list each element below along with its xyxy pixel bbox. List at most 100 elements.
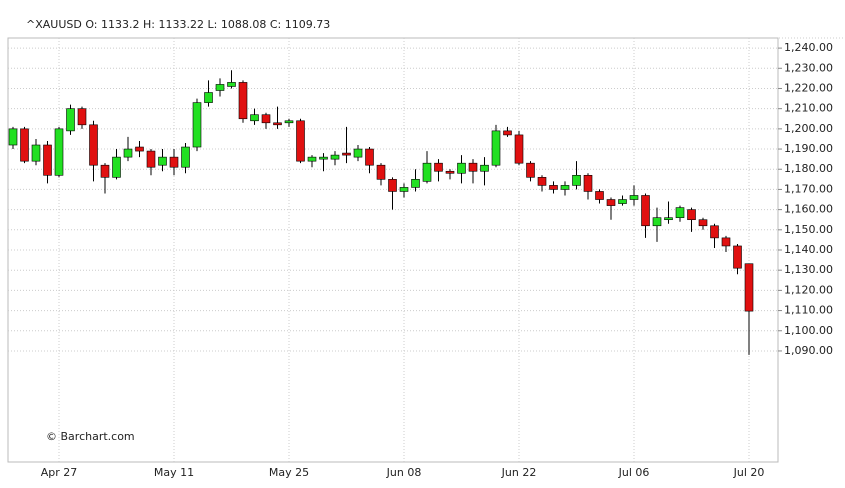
y-tick-label: 1,100.00 — [784, 324, 833, 337]
ohlc-label: H: — [143, 18, 155, 31]
y-tick-label: 1,230.00 — [784, 61, 833, 74]
candle-body — [77, 108, 87, 126]
candle-body — [595, 191, 604, 200]
x-tick-label: Apr 27 — [41, 466, 78, 479]
candle-body — [43, 144, 52, 176]
candle-body — [54, 128, 64, 176]
candle-body — [457, 162, 466, 174]
candle-body — [31, 144, 41, 162]
y-tick-label: 1,180.00 — [784, 162, 833, 175]
ohlc-value: 1133.22 — [159, 18, 205, 31]
y-tick-label: 1,210.00 — [784, 102, 833, 115]
candle-body — [307, 156, 317, 162]
candle-body — [434, 162, 443, 172]
candle-body — [135, 146, 144, 152]
candle-body — [629, 195, 639, 200]
candle-body — [537, 177, 547, 186]
candle-body — [687, 209, 696, 221]
candle-body — [146, 150, 156, 168]
header: ^XAUUSD O: 1133.2 H: 1133.22 L: 1088.08 … — [26, 18, 330, 31]
candle-body — [112, 156, 121, 178]
candle-body — [123, 148, 133, 158]
candle-body — [342, 152, 351, 156]
candle-body — [583, 174, 593, 192]
y-tick-label: 1,160.00 — [784, 203, 833, 216]
candle-body — [675, 207, 685, 218]
candle-body — [8, 128, 18, 146]
candle-body — [20, 128, 29, 162]
candle-body — [526, 162, 535, 178]
candle-body — [618, 199, 627, 204]
x-tick-label: May 11 — [154, 466, 194, 479]
candle-body — [376, 164, 386, 180]
candle-body — [353, 148, 363, 158]
candle-body — [664, 217, 673, 221]
y-tick-label: 1,200.00 — [784, 122, 833, 135]
candle-body — [468, 162, 478, 172]
candle-body — [560, 185, 570, 190]
candle-body — [514, 134, 524, 164]
y-tick-label: 1,150.00 — [784, 223, 833, 236]
candle-body — [733, 245, 742, 269]
candle-body — [330, 154, 340, 160]
candle-body — [192, 102, 202, 148]
ohlc-label: C: — [270, 18, 281, 31]
symbol: ^XAUUSD — [26, 18, 82, 31]
candle-body — [250, 114, 259, 122]
ohlc-value: 1088.08 — [221, 18, 267, 31]
candle-body — [66, 108, 75, 132]
candle-body — [181, 146, 190, 168]
candle-body — [169, 156, 179, 168]
candle-body — [641, 195, 650, 227]
candle-body — [422, 162, 432, 182]
y-tick-label: 1,110.00 — [784, 304, 833, 317]
x-tick-label: Jul 20 — [733, 466, 765, 479]
candle-body — [158, 156, 167, 166]
ohlc-value: 1109.73 — [285, 18, 331, 31]
candle-body — [411, 179, 420, 188]
x-tick-label: May 25 — [269, 466, 309, 479]
candle-body — [365, 148, 374, 166]
candle-body — [399, 187, 409, 192]
candle-body — [491, 130, 501, 166]
ohlc-value: 1133.2 — [101, 18, 140, 31]
candle-body — [480, 164, 489, 172]
y-tick-label: 1,130.00 — [784, 263, 833, 276]
candle-body — [319, 156, 328, 160]
candle-body — [100, 164, 110, 178]
candle-body — [549, 185, 558, 190]
candle-body — [227, 82, 236, 87]
candle-body — [445, 170, 455, 174]
candle-body — [296, 120, 305, 162]
y-tick-label: 1,220.00 — [784, 81, 833, 94]
candle-body — [606, 199, 616, 206]
candle-body — [710, 225, 719, 239]
ohlc-label: O: — [85, 18, 97, 31]
y-tick-label: 1,120.00 — [784, 283, 833, 296]
candle-body — [284, 120, 294, 124]
x-tick-label: Jun 22 — [501, 466, 537, 479]
candle-body — [721, 237, 731, 247]
candle-body — [215, 84, 225, 91]
candle-body — [698, 219, 708, 227]
candle-body — [89, 124, 98, 166]
ohlc-label: L: — [208, 18, 218, 31]
candle-body — [572, 174, 581, 186]
x-tick-label: Jun 08 — [386, 466, 422, 479]
y-tick-label: 1,170.00 — [784, 182, 833, 195]
y-tick-label: 1,240.00 — [784, 41, 833, 54]
candle-body — [261, 114, 271, 124]
candle-body — [744, 263, 754, 312]
y-tick-label: 1,140.00 — [784, 243, 833, 256]
x-tick-label: Jul 06 — [618, 466, 650, 479]
candle-body — [204, 92, 213, 103]
candle-body — [238, 82, 248, 120]
y-tick-label: 1,090.00 — [784, 344, 833, 357]
candle-body — [273, 122, 282, 126]
y-tick-label: 1,190.00 — [784, 142, 833, 155]
watermark: © Barchart.com — [46, 430, 135, 443]
candle-body — [503, 130, 512, 136]
candle-body — [388, 179, 397, 192]
